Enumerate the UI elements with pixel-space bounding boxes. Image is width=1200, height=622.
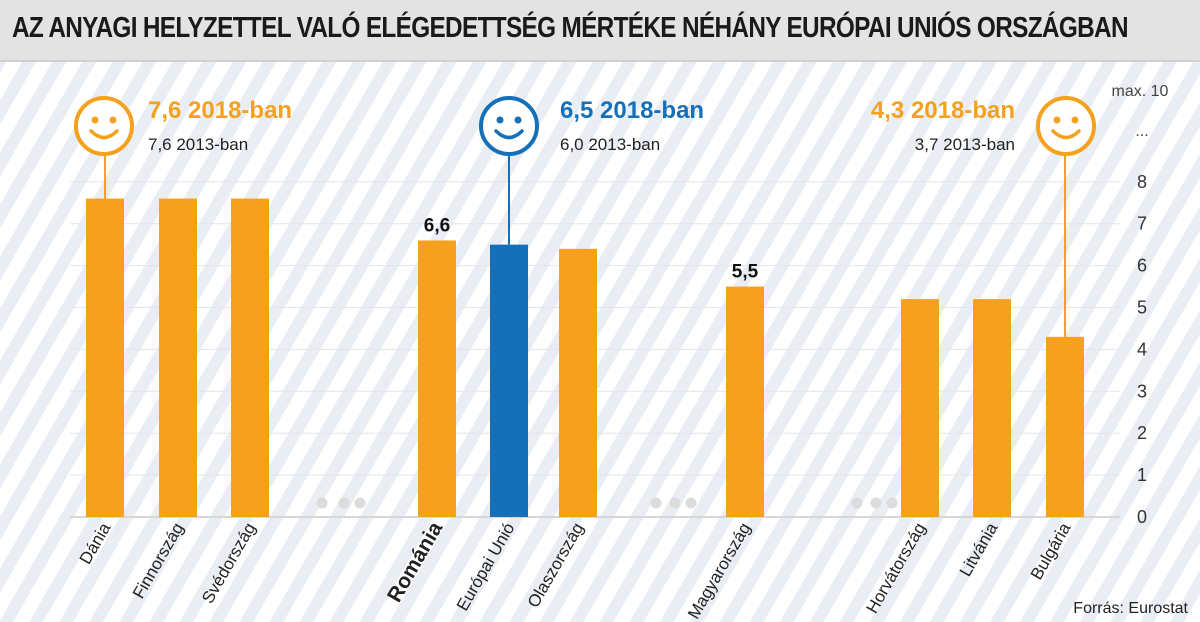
gap-dot [316,497,328,509]
highlight-main-label: 7,6 2018-ban [148,97,292,124]
category-label: Horvátország [862,520,929,617]
smiley-icon [479,96,539,156]
smiley-icon [1036,96,1096,156]
bar-data-label: 6,6 [424,215,450,236]
gap-dot [338,497,350,509]
bar [86,198,124,517]
category-label: Svédország [198,520,259,607]
category-label: Magyarország [684,520,754,622]
y-axis-ellipsis: ... [1135,123,1148,140]
y-tick-label: 5 [1137,298,1147,318]
category-label: Litvánia [956,519,1002,580]
bar [490,244,528,517]
bar [1046,336,1084,517]
bar [159,198,197,517]
gap-dot [685,497,697,509]
source-note: Forrás: Eurostat [1073,600,1188,617]
bar [418,240,456,517]
category-label: Olaszország [524,520,588,611]
bar-data-label: 5,5 [732,262,759,283]
header-bar: AZ ANYAGI HELYZETTEL VALÓ ELÉGEDETTSÉG M… [0,0,1200,62]
highlight-sub-label: 6,0 2013-ban [560,135,660,154]
gap-dot [886,497,898,509]
bar [726,286,764,517]
bar [559,248,597,517]
highlight-main-label: 4,3 2018-ban [871,97,1015,124]
category-label: Dánia [76,519,115,567]
gap-dot [851,497,863,509]
chart: 0 1 2 3 4 5 6 7 8 max. 10... 7,6 2018-ban 7,6 2013-… [70,83,1169,622]
y-tick-label: 6 [1137,256,1147,276]
category-label: Európai Unió [453,520,519,615]
highlight-main-label: 6,5 2018-ban [560,97,704,124]
category-label: Finnország [129,520,188,602]
y-tick-label: 1 [1137,465,1147,485]
y-tick-label: 2 [1137,423,1147,443]
gap-dot [354,497,366,509]
category-label: Románia [383,518,447,607]
bar [973,299,1011,517]
smiley-icon [74,96,134,156]
bar [231,198,269,517]
category-label: Bulgária [1027,519,1075,583]
highlight-sub-label: 7,6 2013-ban [148,135,248,154]
gap-dot [870,497,882,509]
gap-dot [669,497,681,509]
bar [901,299,939,517]
y-tick-label: 8 [1137,172,1147,192]
chart-title: AZ ANYAGI HELYZETTEL VALÓ ELÉGEDETTSÉG M… [12,12,1129,44]
gap-dot [650,497,662,509]
highlight-sub-label: 3,7 2013-ban [915,135,1015,154]
y-tick-label: 3 [1137,381,1147,401]
y-axis-max-label: max. 10 [1112,83,1169,100]
y-tick-label: 4 [1137,339,1147,359]
y-tick-label: 0 [1137,507,1147,527]
y-tick-label: 7 [1137,214,1147,234]
